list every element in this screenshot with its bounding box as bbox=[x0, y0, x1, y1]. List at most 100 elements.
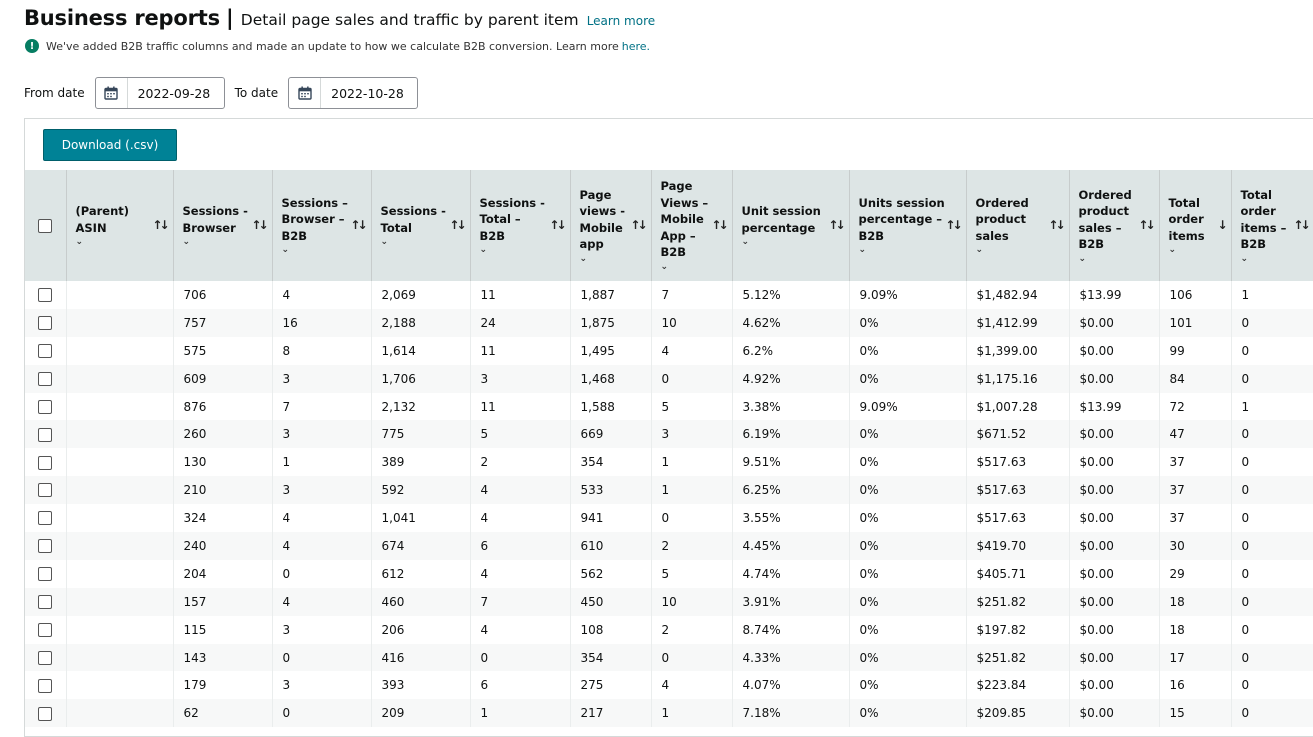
chevron-down-icon[interactable]: ⌄ bbox=[1240, 253, 1249, 264]
table-cell: $251.82 bbox=[966, 643, 1070, 672]
row-checkbox[interactable] bbox=[38, 455, 53, 470]
column-header[interactable]: Sessions - Total ⌄ ↑↓ bbox=[371, 170, 471, 281]
chevron-down-icon[interactable]: ⌄ bbox=[660, 261, 669, 272]
chevron-down-icon[interactable]: ⌄ bbox=[579, 253, 588, 264]
to-date-value[interactable]: 2022-10-28 bbox=[331, 85, 404, 101]
column-header-text: Page bbox=[579, 187, 612, 202]
table-row: 240 4 674 6 610 2 4.45% 0% $419.70 $0.00 30 0 bbox=[25, 532, 1313, 560]
row-checkbox[interactable] bbox=[38, 316, 53, 331]
table-body: 706 4 2,069 11 1,887 7 5.12% 9.09% $1,482.94 $13.… bbox=[25, 281, 1313, 728]
row-checkbox[interactable] bbox=[38, 483, 53, 498]
from-date-value[interactable]: 2022-09-28 bbox=[137, 85, 211, 101]
column-header[interactable]: Unit session percentage ⌄ ↑↓ bbox=[732, 170, 850, 281]
sort-icon[interactable]: ↑↓ bbox=[251, 218, 268, 233]
row-checkbox[interactable] bbox=[38, 594, 53, 609]
table-cell: 4 bbox=[272, 504, 372, 533]
row-checkbox[interactable] bbox=[38, 343, 53, 358]
sort-icon[interactable]: ↑↓ bbox=[350, 218, 367, 233]
sort-icon[interactable]: ↑↓ bbox=[1293, 218, 1310, 233]
table-cell bbox=[66, 392, 174, 421]
table-cell: $405.71 bbox=[966, 559, 1070, 588]
chevron-down-icon[interactable]: ⌄ bbox=[281, 245, 290, 256]
row-checkbox[interactable] bbox=[38, 650, 53, 665]
column-header-text: app bbox=[579, 237, 604, 251]
table-cell: 4 bbox=[272, 532, 372, 560]
chevron-down-icon[interactable]: ⌄ bbox=[1168, 245, 1177, 256]
row-checkbox[interactable] bbox=[38, 371, 53, 386]
calendar-icon[interactable] bbox=[289, 78, 322, 108]
table-cell: 4.45% bbox=[732, 532, 850, 560]
select-all-checkbox[interactable] bbox=[38, 218, 53, 233]
chevron-down-icon[interactable]: ⌄ bbox=[75, 237, 84, 247]
column-header[interactable]: Page Views – Mobile App – B2B ⌄ ↑↓ bbox=[651, 170, 733, 281]
column-header-text: Browser bbox=[182, 220, 236, 235]
column-header[interactable]: Sessions – Browser – B2B ⌄ ↑↓ bbox=[272, 170, 372, 281]
table-cell: 4 bbox=[470, 504, 571, 533]
table-cell: 0 bbox=[1231, 364, 1313, 393]
table-cell: 393 bbox=[371, 671, 471, 700]
row-checkbox[interactable] bbox=[38, 567, 53, 582]
sort-icon[interactable]: ↑↓ bbox=[549, 218, 566, 233]
column-header-text: Total bbox=[380, 220, 412, 235]
column-header[interactable]: Ordered product sales – B2B ⌄ ↑↓ bbox=[1069, 170, 1160, 281]
table-cell: 0 bbox=[1231, 448, 1313, 477]
column-header[interactable]: Sessions - Total – B2B ⌄ ↑↓ bbox=[470, 170, 571, 281]
sort-icon[interactable]: ↓ bbox=[1217, 218, 1227, 233]
chevron-down-icon[interactable]: ⌄ bbox=[479, 245, 488, 256]
sort-icon[interactable]: ↑↓ bbox=[1048, 218, 1065, 233]
table-cell: 157 bbox=[173, 587, 273, 616]
column-header[interactable]: Sessions - Browser ⌄ ↑↓ bbox=[173, 170, 273, 281]
row-checkbox[interactable] bbox=[38, 706, 53, 721]
row-checkbox[interactable] bbox=[38, 399, 53, 414]
table-cell: 592 bbox=[371, 476, 471, 505]
chevron-down-icon[interactable]: ⌄ bbox=[380, 237, 389, 247]
table-cell: 0 bbox=[272, 643, 372, 672]
notice-here-link[interactable]: here. bbox=[621, 39, 651, 53]
info-notice: ! We've added B2B traffic columns and ma… bbox=[25, 39, 650, 53]
table-cell: $13.99 bbox=[1069, 281, 1160, 309]
row-checkbox[interactable] bbox=[38, 622, 53, 637]
row-select-cell bbox=[25, 281, 67, 309]
sort-icon[interactable]: ↑↓ bbox=[449, 218, 466, 233]
table-cell: 4 bbox=[651, 336, 733, 365]
chevron-down-icon[interactable]: ⌄ bbox=[975, 245, 984, 256]
column-header[interactable]: Page views - Mobile app ⌄ ↑↓ bbox=[570, 170, 652, 281]
column-header[interactable]: Ordered product sales ⌄ ↑↓ bbox=[966, 170, 1070, 281]
table-cell: 204 bbox=[173, 559, 273, 588]
column-header[interactable]: (Parent) ASIN ⌄ ↑↓ bbox=[66, 170, 174, 281]
column-header-label: Total order items – B2B ⌄ bbox=[1241, 187, 1287, 265]
table-cell: 240 bbox=[173, 532, 273, 560]
download-csv-button[interactable]: Download (.csv) bbox=[43, 129, 177, 161]
chevron-down-icon[interactable]: ⌄ bbox=[858, 245, 867, 256]
column-header-text: Total bbox=[1168, 195, 1200, 210]
chevron-down-icon[interactable]: ⌄ bbox=[182, 237, 191, 247]
column-header[interactable]: Total order items ⌄ ↓ bbox=[1159, 170, 1232, 281]
column-header[interactable]: Units session percentage – B2B ⌄ ↑↓ bbox=[849, 170, 967, 281]
table-cell: 0 bbox=[1231, 504, 1313, 533]
learn-more-link[interactable]: Learn more bbox=[586, 14, 656, 28]
sort-icon[interactable]: ↑↓ bbox=[711, 218, 728, 233]
to-date-field[interactable]: 2022-10-28 bbox=[288, 77, 419, 109]
sort-icon[interactable]: ↑↓ bbox=[630, 218, 647, 233]
row-checkbox[interactable] bbox=[38, 539, 53, 554]
chevron-down-icon[interactable]: ⌄ bbox=[741, 237, 750, 247]
table-cell bbox=[66, 504, 174, 533]
table-cell: 324 bbox=[173, 504, 273, 533]
row-checkbox[interactable] bbox=[38, 511, 53, 526]
calendar-icon[interactable] bbox=[96, 78, 128, 108]
sort-icon[interactable]: ↑↓ bbox=[152, 218, 169, 233]
table-cell: 4.62% bbox=[732, 308, 850, 337]
row-checkbox[interactable] bbox=[38, 427, 53, 442]
table-cell: 0% bbox=[849, 699, 967, 728]
row-checkbox[interactable] bbox=[38, 678, 53, 693]
chevron-down-icon[interactable]: ⌄ bbox=[1078, 253, 1087, 264]
sort-icon[interactable]: ↑↓ bbox=[1138, 218, 1155, 233]
column-header-text: App – bbox=[660, 228, 696, 243]
column-header-text: Unit session bbox=[741, 204, 821, 218]
sort-icon[interactable]: ↑↓ bbox=[945, 218, 962, 233]
row-checkbox[interactable] bbox=[38, 288, 53, 303]
column-header[interactable]: Total order items – B2B ⌄ ↑↓ bbox=[1231, 170, 1313, 281]
from-date-field[interactable]: 2022-09-28 bbox=[94, 77, 225, 109]
table-cell bbox=[66, 671, 174, 700]
sort-icon[interactable]: ↑↓ bbox=[828, 218, 845, 233]
